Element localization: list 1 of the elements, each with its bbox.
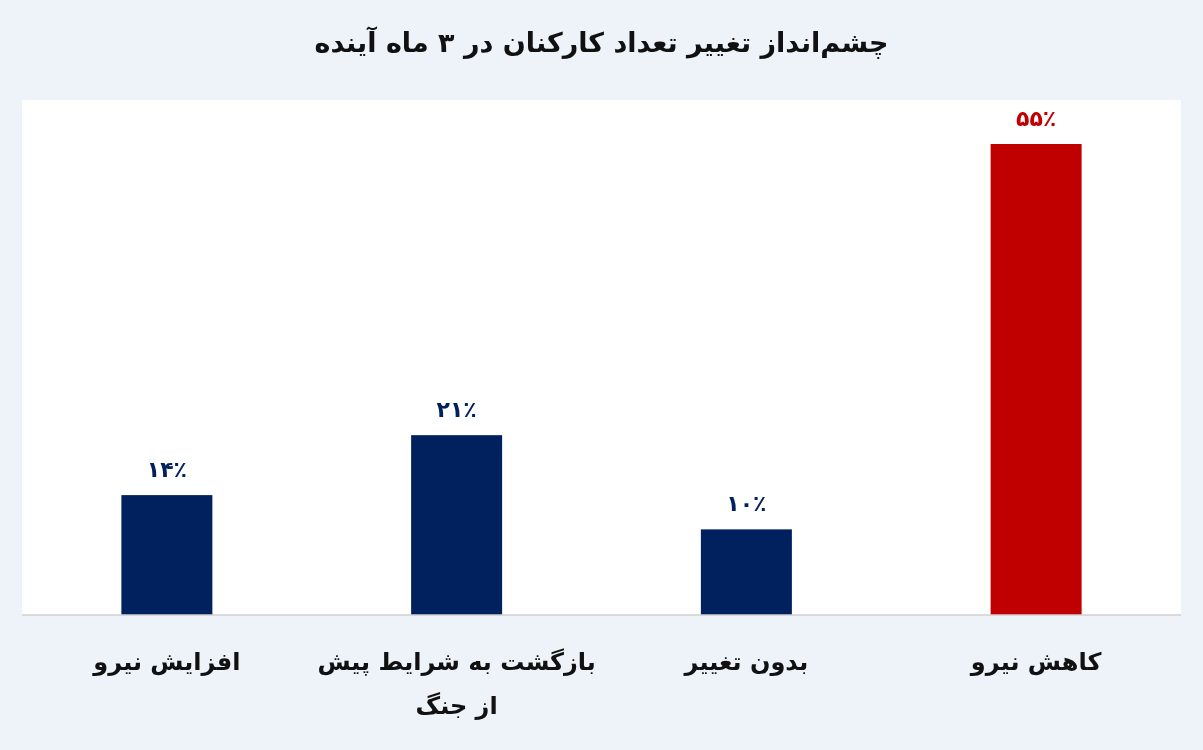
title: چشم‌انداز تغییر تعداد کارکنان در ۳ ماه آینده	[314, 27, 889, 58]
